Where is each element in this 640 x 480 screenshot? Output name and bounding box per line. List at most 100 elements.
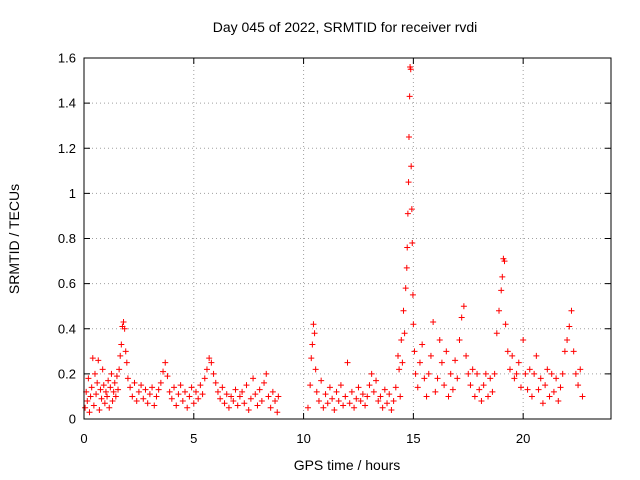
- data-point: [133, 397, 140, 404]
- data-point: [416, 359, 423, 366]
- data-point: [93, 391, 100, 398]
- data-point: [517, 384, 524, 391]
- data-point: [381, 386, 388, 393]
- data-point: [210, 370, 217, 377]
- y-tick-label: 1.6: [58, 51, 76, 66]
- data-point: [245, 406, 252, 413]
- data-point: [403, 264, 410, 271]
- data-point: [96, 406, 103, 413]
- data-point: [357, 397, 364, 404]
- data-point: [157, 379, 164, 386]
- data-point: [555, 397, 562, 404]
- data-point: [377, 393, 384, 400]
- data-point: [90, 402, 97, 409]
- data-point: [82, 404, 89, 411]
- data-point: [478, 397, 485, 404]
- data-point: [223, 391, 230, 398]
- data-point: [142, 386, 149, 393]
- data-point: [401, 330, 408, 337]
- y-tick-label: 0.8: [58, 231, 76, 246]
- grid-layer: [84, 58, 611, 419]
- data-point: [575, 382, 582, 389]
- data-point: [99, 366, 106, 373]
- data-point: [307, 382, 314, 389]
- data-point: [351, 404, 358, 411]
- data-point: [384, 400, 391, 407]
- data-point: [557, 384, 564, 391]
- data-point: [208, 359, 215, 366]
- data-point: [476, 386, 483, 393]
- data-point: [471, 393, 478, 400]
- data-point: [105, 377, 112, 384]
- data-point: [217, 395, 224, 402]
- data-point: [241, 400, 248, 407]
- data-point: [485, 393, 492, 400]
- data-point: [144, 400, 151, 407]
- data-point: [188, 384, 195, 391]
- data-point: [112, 393, 119, 400]
- data-point: [108, 370, 115, 377]
- data-point: [131, 379, 138, 386]
- data-point: [408, 163, 415, 170]
- data-point: [524, 386, 531, 393]
- data-point: [531, 370, 538, 377]
- data-point: [412, 370, 419, 377]
- data-point: [522, 370, 529, 377]
- data-point: [400, 307, 407, 314]
- data-point: [409, 240, 416, 247]
- data-point: [402, 285, 409, 292]
- data-point: [398, 337, 405, 344]
- data-point: [577, 366, 584, 373]
- data-point: [85, 375, 92, 382]
- data-point: [109, 397, 116, 404]
- data-point: [232, 386, 239, 393]
- data-point: [179, 397, 186, 404]
- data-point: [100, 382, 107, 389]
- data-point: [175, 391, 182, 398]
- data-point: [544, 366, 551, 373]
- data-point: [243, 382, 250, 389]
- data-point: [94, 379, 101, 386]
- data-point: [432, 388, 439, 395]
- data-point: [506, 366, 513, 373]
- data-point: [91, 370, 98, 377]
- data-point: [86, 409, 93, 416]
- data-point: [434, 375, 441, 382]
- data-point: [160, 368, 167, 375]
- data-point: [548, 370, 555, 377]
- data-point: [427, 352, 434, 359]
- data-point: [155, 386, 162, 393]
- data-point: [491, 370, 498, 377]
- data-point: [275, 393, 282, 400]
- data-point: [162, 359, 169, 366]
- data-point: [407, 66, 414, 73]
- data-point: [329, 395, 336, 402]
- data-point: [186, 393, 193, 400]
- data-point: [197, 382, 204, 389]
- data-point: [116, 366, 123, 373]
- data-point: [452, 357, 459, 364]
- data-point: [445, 393, 452, 400]
- data-point: [509, 352, 516, 359]
- data-point: [405, 133, 412, 140]
- data-point: [454, 375, 461, 382]
- data-point: [511, 375, 518, 382]
- data-point: [102, 388, 109, 395]
- data-point: [274, 409, 281, 416]
- data-point: [513, 370, 520, 377]
- data-point: [502, 321, 509, 328]
- data-point: [254, 402, 261, 409]
- data-point: [406, 93, 413, 100]
- y-tick-label: 1.2: [58, 141, 76, 156]
- data-point: [456, 337, 463, 344]
- data-point: [501, 258, 508, 265]
- data-point: [570, 348, 577, 355]
- data-point: [355, 384, 362, 391]
- data-point: [149, 384, 156, 391]
- y-axis-label: SRMTID / TECUs: [6, 184, 22, 294]
- data-point: [463, 352, 470, 359]
- data-point: [267, 404, 274, 411]
- data-point: [566, 323, 573, 330]
- data-point: [123, 359, 130, 366]
